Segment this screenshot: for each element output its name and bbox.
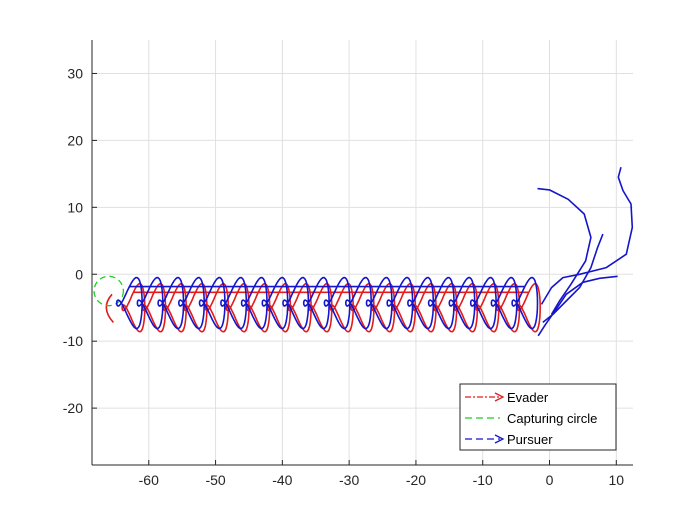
legend: Evader Capturing circle Pursuer [459,383,617,451]
legend-arrow-marker [494,392,505,402]
y-tick-label: 30 [67,65,83,81]
legend-box [459,383,617,451]
legend-arrow-marker [494,434,505,444]
y-tick-label: 10 [67,199,83,215]
y-tick-label: -10 [63,333,83,349]
x-tick-label: -10 [473,472,493,488]
pursuer-3-trajectory [537,187,592,315]
pursuer-1-trajectory [537,275,618,337]
x-tick-label: -60 [139,472,159,488]
data-layer [93,166,634,337]
x-tick-label: -50 [205,472,225,488]
capturing-circle [93,275,125,307]
x-tick-label: 0 [546,472,554,488]
x-tick-label: -30 [339,472,359,488]
legend-label: Evader [507,390,549,405]
x-tick-label: 10 [609,472,625,488]
evader-endpoint [105,293,114,323]
pursuer-4-trajectory [540,166,634,305]
pursuer-2-trajectory [542,233,604,324]
axes [91,40,633,466]
pursuer-chain-trajectory [115,276,539,330]
evader-trajectory [121,282,542,333]
legend-label: Pursuer [507,432,553,447]
x-tick-label: -20 [406,472,426,488]
y-tick-label: -20 [63,400,83,416]
x-tick-label: -40 [272,472,292,488]
y-tick-label: 20 [67,132,83,148]
y-tick-label: 0 [75,266,83,282]
legend-label: Capturing circle [507,411,597,426]
tick-layer: -60 -50 -40 -30 -20 -10 0 10 -20 -10 0 10 20 30 [63,65,625,488]
